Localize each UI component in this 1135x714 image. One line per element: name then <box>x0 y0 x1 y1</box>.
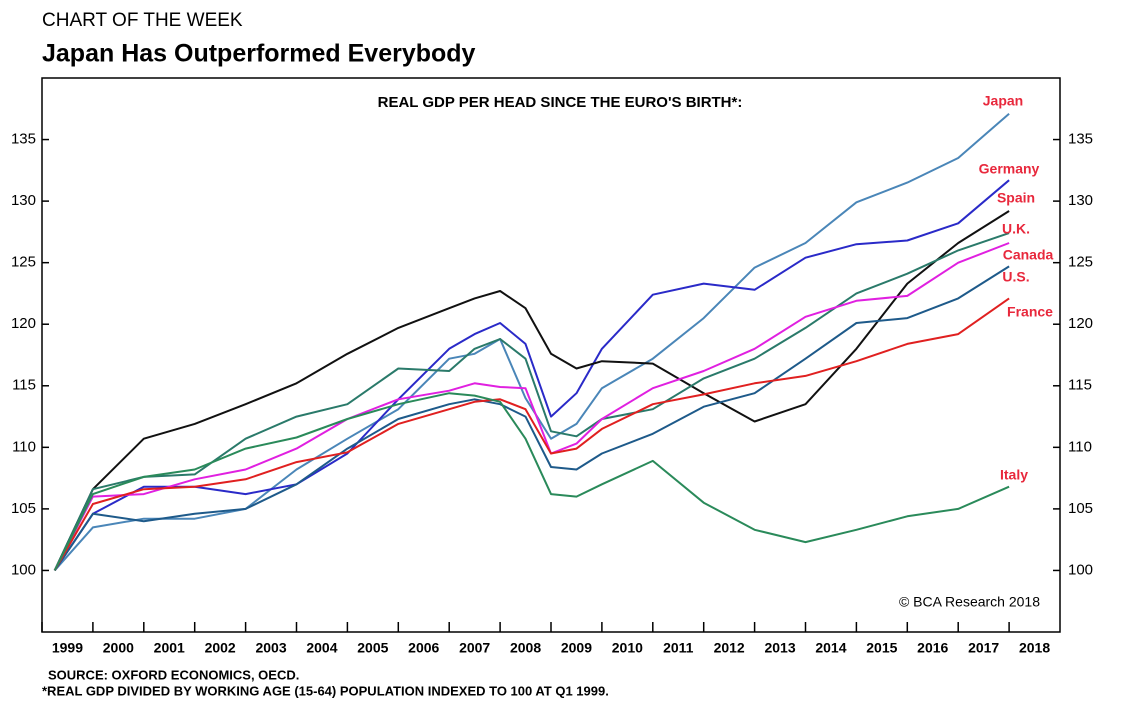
y-tick-label: 125 <box>11 254 36 271</box>
y2-tick-label: 130 <box>1068 192 1093 209</box>
plot-frame <box>41 77 1061 633</box>
y-tick-label: 120 <box>11 315 36 332</box>
y-tick-label: 135 <box>11 131 36 148</box>
source: SOURCE: OXFORD ECONOMICS, OECD. <box>48 667 299 682</box>
y2-tick-label: 115 <box>1068 377 1092 394</box>
series-line <box>53 112 1010 572</box>
series-line <box>53 392 1010 571</box>
series-label: Japan <box>983 93 1023 109</box>
series-label: Spain <box>997 190 1035 206</box>
series-label: France <box>1007 304 1053 320</box>
x-tick-label: 2007 <box>459 640 490 656</box>
series-label: U.S. <box>1002 269 1029 285</box>
y2-tick-label: 110 <box>1068 438 1092 455</box>
y-tick-label: 115 <box>12 377 36 394</box>
series-line <box>53 232 1010 571</box>
x-tick-label: 2017 <box>968 640 999 656</box>
x-tick-label: 1999 <box>52 640 83 656</box>
x-tick-label: 2009 <box>561 640 592 656</box>
x-tick-label: 2005 <box>357 640 388 656</box>
x-tick-label: 2001 <box>154 640 185 656</box>
x-tick-label: 2016 <box>917 640 948 656</box>
x-tick-label: 2003 <box>255 640 286 656</box>
series-line <box>53 179 1010 571</box>
x-tick-label: 2002 <box>205 640 236 656</box>
y-tick-label: 110 <box>12 438 36 455</box>
series-line <box>53 242 1010 571</box>
series-label: Germany <box>979 161 1040 177</box>
series-line <box>53 210 1010 571</box>
y2-tick-label: 120 <box>1068 315 1093 332</box>
series-label: U.K. <box>1002 221 1030 237</box>
x-tick-label: 2000 <box>103 640 134 656</box>
series-line <box>53 265 1010 571</box>
chart-title: REAL GDP PER HEAD SINCE THE EURO'S BIRTH… <box>378 94 743 111</box>
x-tick-label: 2015 <box>866 640 897 656</box>
x-tick-label: 2010 <box>612 640 643 656</box>
series-label: Italy <box>1000 467 1028 483</box>
y-tick-label: 130 <box>11 192 36 209</box>
note: *REAL GDP DIVIDED BY WORKING AGE (15-64)… <box>42 683 609 698</box>
x-tick-label: 2012 <box>714 640 745 656</box>
series-label: Canada <box>1003 247 1054 263</box>
x-tick-label: 2013 <box>764 640 795 656</box>
x-tick-label: 2008 <box>510 640 541 656</box>
x-tick-label: 2014 <box>815 640 846 656</box>
y-tick-label: 100 <box>11 561 36 578</box>
y2-tick-label: 135 <box>1068 131 1093 148</box>
page-title: Japan Has Outperformed Everybody <box>42 40 476 68</box>
y2-tick-label: 105 <box>1068 500 1093 517</box>
kicker: CHART OF THE WEEK <box>42 10 243 31</box>
credit: © BCA Research 2018 <box>899 594 1040 610</box>
x-tick-label: 2004 <box>306 640 337 656</box>
y-tick-label: 105 <box>11 500 36 517</box>
series-line <box>53 297 1010 571</box>
x-tick-label: 2018 <box>1019 640 1050 656</box>
x-tick-label: 2006 <box>408 640 439 656</box>
x-tick-label: 2011 <box>663 640 694 656</box>
y2-tick-label: 100 <box>1068 561 1093 578</box>
y2-tick-label: 125 <box>1068 254 1093 271</box>
